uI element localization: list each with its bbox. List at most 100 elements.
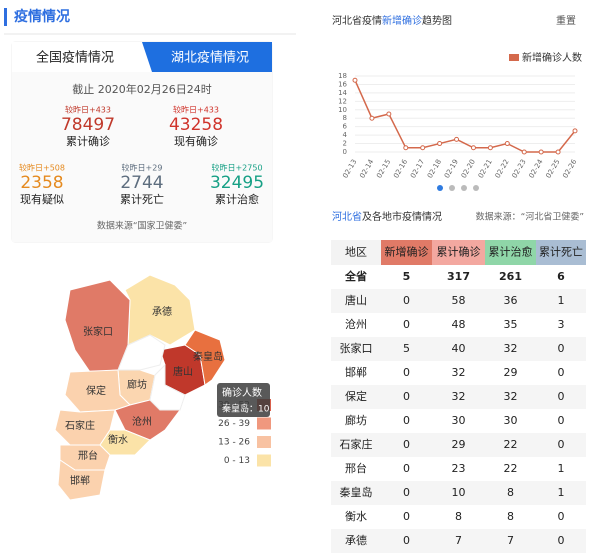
legend-swatch[interactable] xyxy=(257,454,271,467)
map-region[interactable] xyxy=(57,459,106,501)
table-cell: 承德 xyxy=(345,533,367,547)
table-cell: 32 xyxy=(504,342,518,355)
card-body xyxy=(12,72,272,242)
stat-delta: 较昨日+29 xyxy=(122,163,163,173)
tab-active-bg xyxy=(12,42,152,72)
column-header: 累计治愈 xyxy=(489,245,533,259)
table-cell: 29 xyxy=(452,438,466,451)
point[interactable] xyxy=(487,145,493,151)
table-cell: 36 xyxy=(504,294,518,307)
table-cell: 沧州 xyxy=(345,317,367,331)
header-cell xyxy=(331,240,381,265)
tab[interactable]: 湖北疫情情况 xyxy=(171,50,249,66)
table-cell: 石家庄 xyxy=(340,437,373,451)
table-title: 河北省及各地市疫情情况 xyxy=(332,210,442,223)
row-bg xyxy=(331,385,586,409)
table-cell: 0 xyxy=(558,438,565,451)
table-cell: 1 xyxy=(558,462,565,475)
stat-delta: 较昨日+433 xyxy=(173,105,219,115)
point[interactable] xyxy=(420,145,426,151)
table-cell: 6 xyxy=(557,270,565,283)
legend-swatch xyxy=(509,54,519,61)
table-cell: 23 xyxy=(452,462,466,475)
y-tick-label: 10 xyxy=(338,106,347,114)
point[interactable] xyxy=(352,77,358,83)
table-cell: 0 xyxy=(558,414,565,427)
header-cell xyxy=(432,240,485,265)
legend-swatch[interactable] xyxy=(257,417,271,430)
y-tick-label: 16 xyxy=(338,80,347,88)
table-cell: 58 xyxy=(452,294,466,307)
stat-delta: 较昨日+2750 xyxy=(211,163,262,173)
x-tick-label: 02-25 xyxy=(544,158,561,180)
table-cell: 261 xyxy=(499,270,522,283)
table-cell: 7 xyxy=(507,534,514,547)
trend-title-part: 趋势图 xyxy=(422,14,452,27)
x-tick-label: 02-23 xyxy=(511,158,528,180)
table-cell: 衡水 xyxy=(345,510,367,523)
legend-label: 0 - 13 xyxy=(224,456,250,466)
point[interactable] xyxy=(437,141,443,147)
region-label: 秦皇岛 xyxy=(193,350,223,363)
row-bg xyxy=(331,433,586,457)
point[interactable] xyxy=(403,145,409,151)
trend-title: 河北省疫情新增确诊趋势图 xyxy=(332,14,452,27)
table-cell: 0 xyxy=(558,510,565,523)
point[interactable] xyxy=(386,111,392,117)
point[interactable] xyxy=(521,149,527,155)
x-tick-label: 02-26 xyxy=(561,158,578,180)
table-cell: 317 xyxy=(447,270,470,283)
table-cell: 0 xyxy=(403,318,410,331)
row-bg xyxy=(331,337,586,361)
y-tick-label: 4 xyxy=(343,131,348,139)
table-cell: 22 xyxy=(504,438,518,451)
y-tick-label: 6 xyxy=(343,123,348,131)
point[interactable] xyxy=(369,115,375,121)
header-cell xyxy=(536,240,586,265)
table-cell: 唐山 xyxy=(345,293,367,307)
y-tick-label: 8 xyxy=(343,114,347,122)
table-cell: 8 xyxy=(507,486,514,499)
legend-swatch[interactable] xyxy=(257,436,271,448)
table-cell: 3 xyxy=(558,318,565,331)
point[interactable] xyxy=(504,141,510,147)
table-cell: 0 xyxy=(403,414,410,427)
as-of: 截止 2020年02月26日24时 xyxy=(72,82,211,96)
trend-title-part: 新增确诊 xyxy=(382,14,422,27)
title-bar xyxy=(4,8,7,26)
table-cell: 30 xyxy=(452,414,466,427)
tab[interactable]: 全国疫情情况 xyxy=(36,50,114,66)
table-cell: 0 xyxy=(403,438,410,451)
x-tick-label: 02-19 xyxy=(443,158,460,180)
tooltip xyxy=(217,383,270,417)
tab-inactive-bg[interactable] xyxy=(142,42,272,72)
point[interactable] xyxy=(470,145,476,151)
region-label: 邯郸 xyxy=(70,474,90,487)
table-cell: 张家口 xyxy=(340,341,373,355)
table-cell: 48 xyxy=(452,318,466,331)
table-cell: 0 xyxy=(403,534,410,547)
stat-value: 43258 xyxy=(169,115,223,135)
stat-label: 累计确诊 xyxy=(66,134,110,148)
region-label: 保定 xyxy=(86,384,106,397)
point[interactable] xyxy=(572,128,578,134)
source: 数据来源“国家卫健委” xyxy=(97,220,187,232)
point[interactable] xyxy=(538,149,544,155)
stat-label: 累计死亡 xyxy=(120,192,164,206)
reset[interactable]: 重置 xyxy=(556,14,576,27)
stat-value: 78497 xyxy=(61,115,115,135)
table-cell: 40 xyxy=(452,342,466,355)
column-header: 地区 xyxy=(345,246,367,259)
stat-value: 2744 xyxy=(120,173,163,193)
map-region[interactable] xyxy=(64,279,131,373)
header-cell xyxy=(381,240,432,265)
y-tick-label: 12 xyxy=(338,97,347,105)
point[interactable] xyxy=(555,149,561,155)
table-cell: 5 xyxy=(403,342,410,355)
table-cell: 廊坊 xyxy=(345,413,367,427)
point[interactable] xyxy=(454,136,460,142)
table-cell: 29 xyxy=(504,366,518,379)
map-region[interactable] xyxy=(184,329,226,386)
stat-value: 32495 xyxy=(210,173,264,193)
